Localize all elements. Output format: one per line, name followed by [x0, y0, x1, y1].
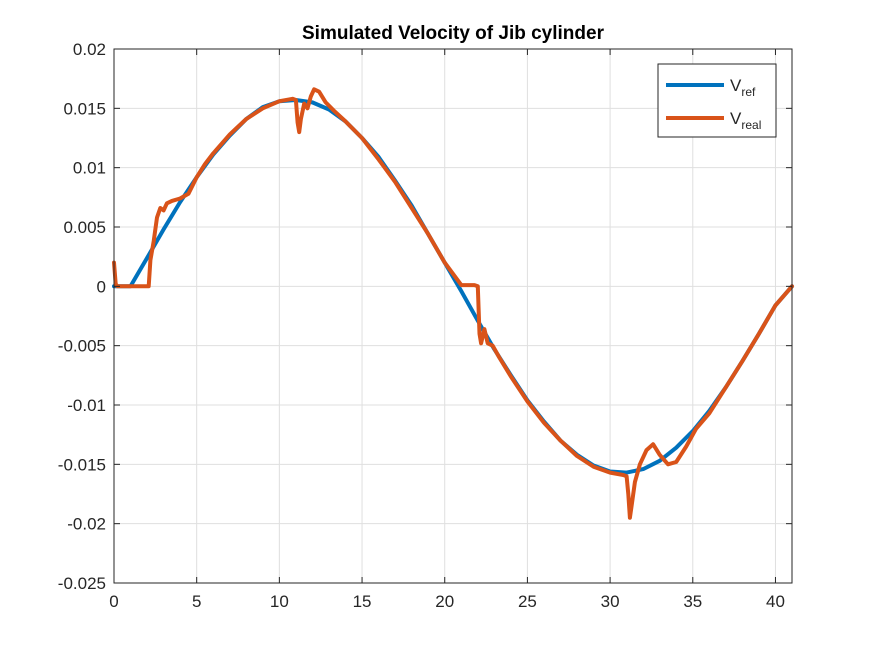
legend-label-vreal-subscript: real [741, 118, 761, 132]
legend-label-vref-subscript: ref [741, 85, 756, 99]
x-tick-label: 15 [353, 592, 372, 611]
series-line-v-real [112, 87, 794, 520]
legend: Vref Vreal [657, 63, 777, 138]
y-tick-label: 0 [97, 277, 106, 296]
y-tick-label: -0.02 [67, 515, 106, 534]
y-tick-label: 0.015 [63, 99, 106, 118]
legend-label-vreal-main: V [730, 109, 742, 128]
x-tick-label: 0 [109, 592, 118, 611]
y-tick-label: 0.005 [63, 218, 106, 237]
y-tick-label: -0.015 [58, 455, 106, 474]
legend-label-vreal: Vreal [730, 109, 761, 132]
y-tick-label: 0.01 [73, 159, 106, 178]
x-tick-labels: 0 5 10 15 20 25 30 35 40 [109, 592, 785, 611]
series-layer [112, 87, 794, 520]
x-tick-label: 30 [601, 592, 620, 611]
y-tick-label: -0.005 [58, 337, 106, 356]
y-tick-label: -0.025 [58, 574, 106, 593]
y-tick-labels: 0.02 0.015 0.01 0.005 0 -0.005 -0.01 -0.015 -0.0… [58, 40, 106, 593]
chart-title: Simulated Velocity of Jib cylinder [302, 23, 605, 44]
legend-box [657, 63, 777, 138]
y-tick-label: -0.01 [67, 396, 106, 415]
x-tick-label: 5 [192, 592, 201, 611]
x-tick-label: 25 [518, 592, 537, 611]
x-tick-label: 35 [683, 592, 702, 611]
legend-label-vref: Vref [730, 76, 756, 99]
x-tick-label: 20 [435, 592, 454, 611]
x-tick-label: 40 [766, 592, 785, 611]
y-tick-label: 0.02 [73, 40, 106, 59]
legend-label-vref-main: V [730, 76, 742, 95]
x-tick-label: 10 [270, 592, 289, 611]
tick-marks [113, 48, 792, 584]
axes-box [113, 48, 793, 584]
